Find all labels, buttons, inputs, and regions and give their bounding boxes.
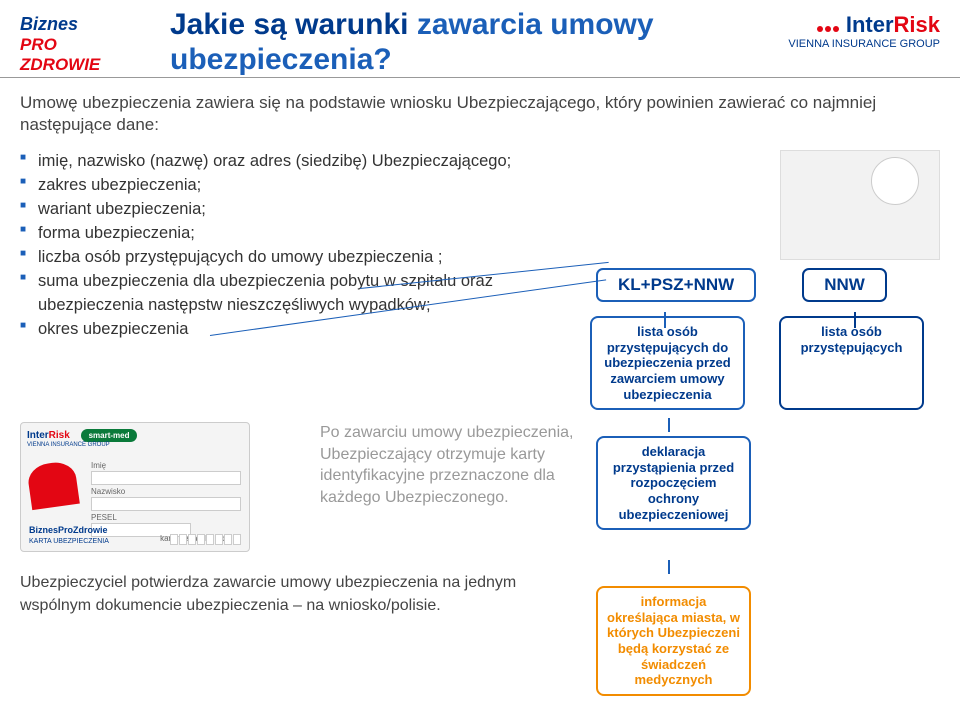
- box-deklaracja: deklaracja przystąpienia przed rozpoczęc…: [596, 436, 751, 530]
- id-card-block: InterRisk smart-med VIENNA INSURANCE GRO…: [20, 422, 320, 552]
- id-card-image: InterRisk smart-med VIENNA INSURANCE GRO…: [20, 422, 250, 552]
- page-title: Jakie są warunki zawarcia umowy ubezpiec…: [170, 8, 740, 77]
- main-row: imię, nazwisko (nazwę) oraz adres (siedz…: [0, 144, 960, 410]
- confirm-text: Ubezpieczyciel potwierdza zawarcie umowy…: [20, 572, 590, 617]
- heart-icon: [26, 460, 80, 510]
- idcard-bottom2: KARTA UBEZPIECZENIA: [29, 538, 109, 545]
- list-item: imię, nazwisko (nazwę) oraz adres (siedz…: [20, 150, 590, 174]
- intro-text: Umowę ubezpieczenia zawiera się na podst…: [0, 78, 960, 144]
- right-column: KL+PSZ+NNW NNW lista osób przystępującyc…: [590, 150, 940, 410]
- logo-interrisk: InterRisk VIENNA INSURANCE GROUP: [740, 8, 940, 50]
- idcard-risk: Risk: [49, 430, 70, 441]
- connector-line: [668, 418, 670, 432]
- list-item: liczba osób przystępujących do umowy ube…: [20, 246, 590, 270]
- logo-word1: Biznes: [20, 14, 140, 35]
- title-part1: Jakie są warunki: [170, 8, 417, 41]
- idcard-kim-boxes: [170, 534, 241, 545]
- idcard-brand: InterRisk smart-med: [27, 429, 243, 442]
- connector-line: [664, 312, 666, 328]
- logo-biznes-pro-zdrowie: Biznes PRO ZDROWIE: [20, 8, 140, 75]
- idcard-bottom1: BiznesProZdrowie: [29, 525, 108, 535]
- title-part2: zawarcia umowy: [417, 8, 654, 41]
- page-title-block: Jakie są warunki zawarcia umowy ubezpiec…: [140, 8, 740, 77]
- requirements-list: imię, nazwisko (nazwę) oraz adres (siedz…: [20, 150, 590, 410]
- lista-box-row: lista osób przystępujących do ubezpiecze…: [590, 316, 940, 410]
- connector-line: [854, 312, 856, 328]
- header: Biznes PRO ZDROWIE Jakie są warunki zawa…: [0, 0, 960, 78]
- badge-row: KL+PSZ+NNW NNW: [590, 268, 940, 302]
- list-item: forma ubezpieczenia;: [20, 222, 590, 246]
- logo-sub: VIENNA INSURANCE GROUP: [740, 38, 940, 50]
- list-item: wariant ubezpieczenia;: [20, 198, 590, 222]
- bottom-row: Ubezpieczyciel potwierdza zawarcie umowy…: [0, 552, 960, 696]
- box-lista-short: lista osób przystępujących: [779, 316, 924, 410]
- illustration-3d-figure: [780, 150, 940, 260]
- idcard-green-badge: smart-med: [81, 429, 138, 442]
- logo-risk: Risk: [894, 12, 940, 37]
- informacja-column: informacja określająca miasta, w których…: [590, 572, 940, 696]
- logo-interrisk-text: InterRisk: [740, 12, 940, 38]
- title-line2: ubezpieczenia?: [170, 43, 392, 76]
- idcard-label-imie: Imię: [91, 461, 106, 470]
- idcard-label-pesel: PESEL: [91, 513, 117, 522]
- badge-nnw: NNW: [802, 268, 887, 302]
- deklaracja-column: deklaracja przystąpienia przed rozpoczęc…: [590, 422, 940, 530]
- idcard-field: [91, 497, 241, 511]
- connector-line: [668, 560, 670, 574]
- card-description: Po zawarciu umowy ubezpieczenia, Ubezpie…: [320, 422, 590, 508]
- badge-kl-psz-nnw: KL+PSZ+NNW: [596, 268, 756, 302]
- mid-row: InterRisk smart-med VIENNA INSURANCE GRO…: [0, 410, 960, 552]
- idcard-sub: VIENNA INSURANCE GROUP: [27, 442, 243, 448]
- idcard-inter: Inter: [27, 430, 49, 441]
- box-lista-full: lista osób przystępujących do ubezpiecze…: [590, 316, 745, 410]
- logo-inter: Inter: [846, 12, 894, 37]
- idcard-bottom: BiznesProZdrowie KARTA UBEZPIECZENIA: [29, 525, 109, 545]
- idcard-label-nazwisko: Nazwisko: [91, 487, 125, 496]
- logo-word2: PRO ZDROWIE: [20, 35, 140, 75]
- box-informacja: informacja określająca miasta, w których…: [596, 586, 751, 696]
- list-item: zakres ubezpieczenia;: [20, 174, 590, 198]
- idcard-field: [91, 471, 241, 485]
